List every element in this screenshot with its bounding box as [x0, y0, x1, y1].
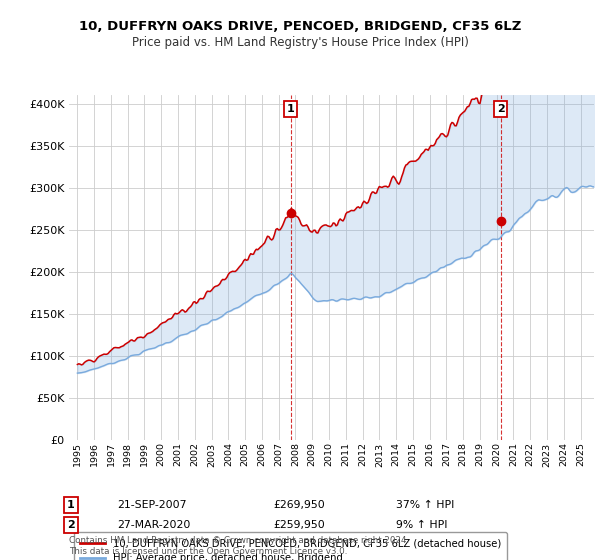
Text: 1: 1: [67, 500, 74, 510]
Text: £259,950: £259,950: [273, 520, 325, 530]
Text: 27-MAR-2020: 27-MAR-2020: [117, 520, 190, 530]
Text: £269,950: £269,950: [273, 500, 325, 510]
Legend: 10, DUFFRYN OAKS DRIVE, PENCOED, BRIDGEND, CF35 6LZ (detached house), HPI: Avera: 10, DUFFRYN OAKS DRIVE, PENCOED, BRIDGEN…: [74, 533, 507, 560]
Text: Price paid vs. HM Land Registry's House Price Index (HPI): Price paid vs. HM Land Registry's House …: [131, 36, 469, 49]
Text: Contains HM Land Registry data © Crown copyright and database right 2024.
This d: Contains HM Land Registry data © Crown c…: [69, 536, 409, 556]
Text: 1: 1: [287, 104, 295, 114]
Text: 2: 2: [67, 520, 74, 530]
Text: 10, DUFFRYN OAKS DRIVE, PENCOED, BRIDGEND, CF35 6LZ: 10, DUFFRYN OAKS DRIVE, PENCOED, BRIDGEN…: [79, 20, 521, 32]
Text: 37% ↑ HPI: 37% ↑ HPI: [396, 500, 454, 510]
Text: 2: 2: [497, 104, 505, 114]
Text: 21-SEP-2007: 21-SEP-2007: [117, 500, 187, 510]
Text: 9% ↑ HPI: 9% ↑ HPI: [396, 520, 448, 530]
